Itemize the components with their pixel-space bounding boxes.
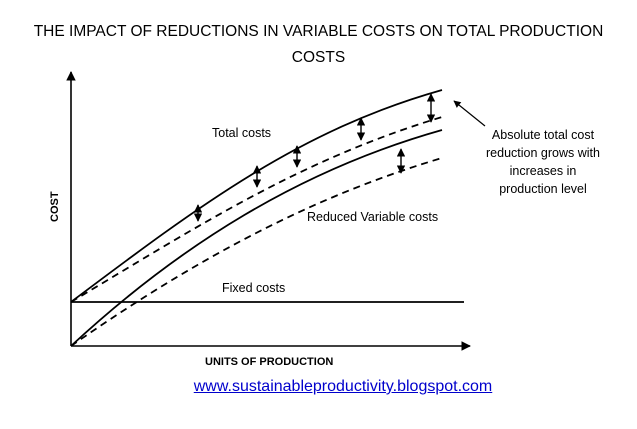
reduced-total-costs-curve (70, 116, 443, 303)
chart-title-line-2: COSTS (291, 49, 346, 66)
blog-link[interactable]: www.sustainableproductivity.blogspot.com (193, 378, 493, 395)
chart-title-line-1: THE IMPACT OF REDUCTIONS IN VARIABLE COS… (33, 23, 604, 40)
annotation-text: Absolute total cost reduction grows with… (486, 128, 600, 196)
annotation-line-2: reduction grows with (486, 146, 600, 160)
y-axis-label: COST (49, 191, 61, 222)
total-costs-curve (70, 89, 443, 303)
variable-costs-curve (70, 129, 443, 347)
reduced-variable-costs-curve (70, 157, 443, 347)
annotation-pointer-arrow (453, 100, 486, 127)
total-costs-label: Total costs (212, 126, 271, 140)
x-axis-label: UNITS OF PRODUCTION (205, 356, 333, 368)
fixed-costs-label: Fixed costs (222, 281, 285, 295)
reduced-variable-costs-label: Reduced Variable costs (307, 210, 438, 224)
annotation-line-4: production level (499, 182, 587, 196)
annotation-line-1: Absolute total cost (492, 128, 595, 142)
annotation-line-3: increases in (510, 164, 577, 178)
